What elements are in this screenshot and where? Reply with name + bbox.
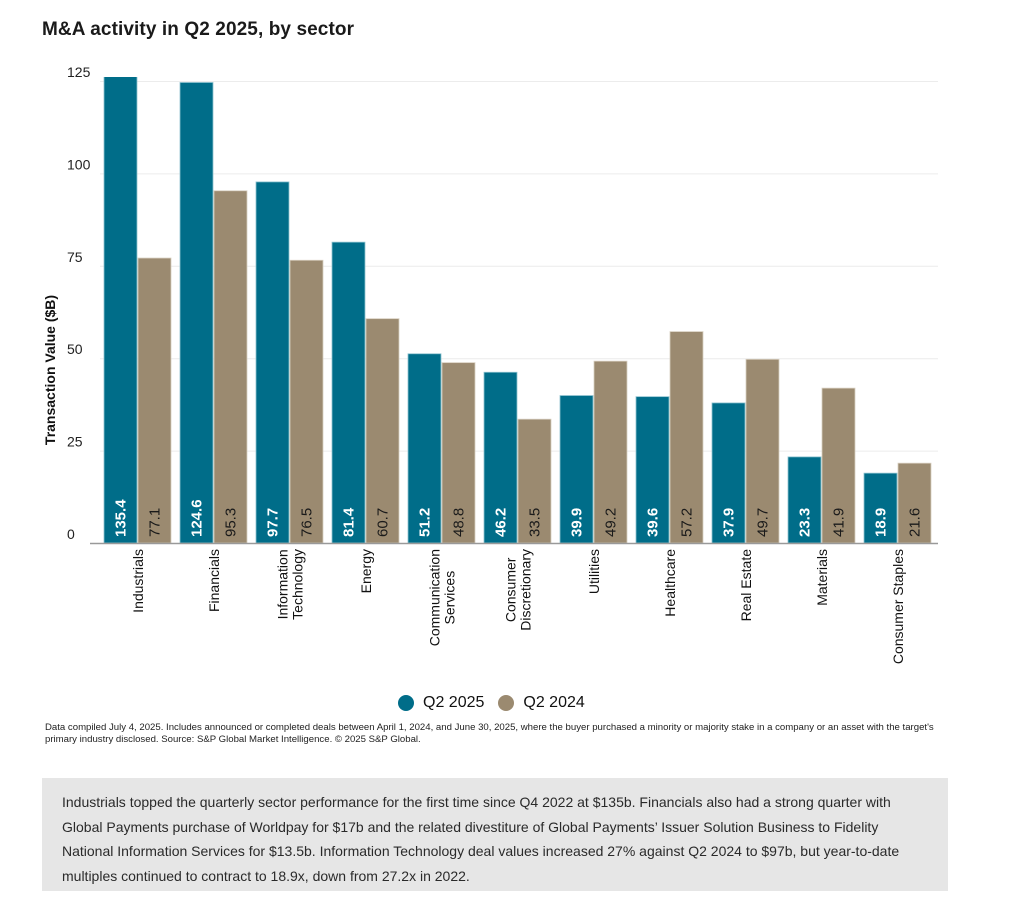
- category-label: Communication Services: [427, 549, 458, 646]
- y-tick-label: 0: [67, 526, 75, 542]
- bars: [103, 77, 932, 544]
- bar-q2-2025: [407, 353, 442, 544]
- bar-q2-2024: [137, 257, 172, 544]
- legend-item-q2-2024: Q2 2024: [498, 694, 585, 712]
- category-label-line: Technology: [290, 549, 306, 620]
- data-label: 39.9: [569, 508, 586, 537]
- bar-q2-2025: [483, 371, 518, 544]
- legend-label-q2-2024: Q2 2024: [523, 694, 585, 711]
- bar-q2-2025: [635, 396, 670, 544]
- bar-q2-2025: [179, 82, 214, 544]
- data-label: 39.6: [645, 508, 662, 537]
- data-label: 135.4: [113, 499, 130, 537]
- category-label-line: Energy: [358, 549, 374, 593]
- category-label: Materials: [814, 549, 830, 606]
- bar-q2-2024: [289, 259, 324, 544]
- y-axis-ticks: 0 25 50 75 100 125: [67, 64, 91, 542]
- bar-q2-2024: [821, 387, 856, 544]
- bar-q2-2025: [863, 472, 898, 544]
- category-label-line: Information: [275, 549, 291, 619]
- data-label: 33.5: [527, 508, 544, 537]
- category-label: Consumer Staples: [890, 549, 906, 664]
- chart-title: M&A activity in Q2 2025, by sector: [42, 19, 355, 40]
- legend-swatch-q2-2024: [498, 695, 515, 711]
- legend-item-q2-2025: Q2 2025: [398, 694, 484, 712]
- data-label: 18.9: [873, 508, 890, 537]
- data-label: 49.2: [603, 508, 620, 537]
- category-label: Healthcare: [662, 549, 678, 617]
- commentary-box: Industrials topped the quarterly sector …: [42, 778, 948, 891]
- bar-q2-2025: [331, 241, 366, 544]
- data-label: 37.9: [721, 508, 738, 537]
- data-label: 95.3: [223, 508, 240, 537]
- bar-q2-2025: [559, 395, 594, 544]
- category-label: Information Technology: [275, 549, 306, 620]
- legend-swatch-q2-2025: [398, 695, 414, 711]
- bar-q2-2025: [711, 402, 746, 544]
- category-label: Utilities: [586, 549, 602, 594]
- y-tick-label: 50: [67, 341, 83, 357]
- data-label: 46.2: [493, 508, 510, 537]
- source-footnote: Data compiled July 4, 2025. Includes ann…: [45, 722, 934, 745]
- bar-q2-2024: [517, 418, 552, 544]
- bar-q2-2024: [213, 190, 248, 544]
- bar-q2-2024: [669, 331, 704, 544]
- category-label-line: Services: [442, 571, 458, 625]
- category-label-line: Industrials: [130, 549, 146, 613]
- legend: Q2 2025 Q2 2024: [398, 694, 599, 712]
- bar-q2-2024: [745, 358, 780, 544]
- bar-q2-2024: [441, 362, 476, 544]
- data-label: 77.1: [147, 508, 164, 537]
- data-label: 57.2: [679, 508, 696, 537]
- category-label: Financials: [206, 549, 222, 612]
- data-label: 48.8: [451, 508, 468, 537]
- category-label: Energy: [358, 549, 374, 593]
- category-label-line: Financials: [206, 549, 222, 612]
- y-tick-label: 125: [67, 64, 91, 80]
- category-label-line: Consumer: [503, 557, 519, 622]
- bar-q2-2024: [365, 318, 400, 544]
- y-axis-title: Transaction Value ($B): [42, 295, 58, 445]
- category-label: Real Estate: [738, 549, 754, 622]
- bar-q2-2025: [255, 181, 290, 544]
- category-label: Industrials: [130, 549, 146, 613]
- category-label-line: Materials: [814, 549, 830, 606]
- y-tick-label: 25: [67, 434, 83, 450]
- bar-q2-2024: [897, 462, 932, 544]
- data-label: 124.6: [189, 499, 206, 537]
- data-label: 21.6: [907, 508, 924, 537]
- data-label: 49.7: [755, 508, 772, 537]
- bar-q2-2025: [103, 77, 138, 544]
- data-label: 97.7: [265, 508, 282, 537]
- category-label-line: Discretionary: [518, 549, 534, 631]
- category-label-line: Consumer Staples: [890, 549, 906, 664]
- y-tick-label: 100: [67, 156, 91, 172]
- bar-chart: 0 25 50 75 100 125 Transaction Value ($B) 135…: [42, 64, 938, 664]
- bar-q2-2024: [593, 360, 628, 544]
- bar-q2-2025: [787, 456, 822, 544]
- y-tick-label: 75: [67, 249, 83, 265]
- data-label: 81.4: [341, 507, 358, 537]
- category-label-line: Healthcare: [662, 549, 678, 617]
- data-label: 51.2: [417, 508, 434, 537]
- data-label: 23.3: [797, 508, 814, 537]
- category-label: Consumer Discretionary: [503, 549, 534, 631]
- category-label-line: Communication: [427, 549, 443, 646]
- data-label: 41.9: [831, 508, 848, 537]
- category-label-line: Real Estate: [738, 549, 754, 622]
- category-label-line: Utilities: [586, 549, 602, 594]
- x-axis-categories: Industrials Financials Information Technolo…: [130, 549, 906, 664]
- data-label: 76.5: [299, 508, 316, 537]
- legend-label-q2-2025: Q2 2025: [423, 694, 485, 711]
- data-label: 60.7: [375, 508, 392, 537]
- data-labels: 135.4 77.1 124.6 95.3 97.7 76.5 81.4 60.7 51.2 48…: [113, 499, 924, 537]
